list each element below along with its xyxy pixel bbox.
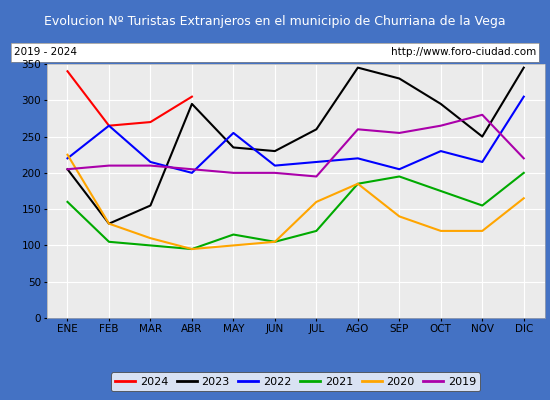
Text: 2019 - 2024: 2019 - 2024	[14, 47, 76, 57]
Legend: 2024, 2023, 2022, 2021, 2020, 2019: 2024, 2023, 2022, 2021, 2020, 2019	[111, 372, 481, 391]
Text: Evolucion Nº Turistas Extranjeros en el municipio de Churriana de la Vega: Evolucion Nº Turistas Extranjeros en el …	[44, 14, 506, 28]
Text: http://www.foro-ciudad.com: http://www.foro-ciudad.com	[391, 47, 536, 57]
